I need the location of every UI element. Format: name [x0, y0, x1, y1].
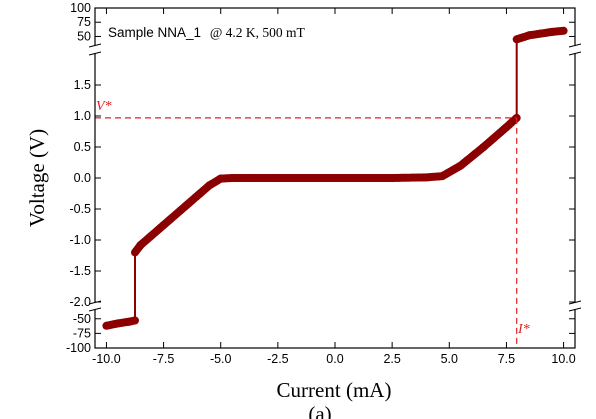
x-tick-label: 10.0: [551, 352, 575, 366]
y-tick-label: 100: [70, 1, 91, 15]
axis-break-mark: [88, 307, 102, 312]
y-tick-label: -2.0: [69, 295, 91, 309]
axis-break-mark: [568, 51, 582, 56]
sample-annotation-name: Sample NNA_1: [108, 25, 201, 40]
x-tick-label: -7.5: [153, 352, 175, 366]
data-point: [131, 316, 139, 325]
y-tick-label: -1.5: [69, 264, 91, 278]
x-tick-label: 5.0: [441, 352, 458, 366]
data-point: [559, 26, 568, 35]
i-star-label: I*: [517, 322, 530, 337]
x-tick-label: -5.0: [210, 352, 232, 366]
x-tick-label: 0.0: [326, 352, 343, 366]
axis-ticks: -10.0 -7.5 -5.0 -2.5 0.0 2.5 5.0 7.5 10.0 5075100…: [66, 1, 576, 366]
v-star-label: V*: [96, 99, 112, 114]
y-tick-label: -50: [73, 312, 91, 326]
x-tick-label: 7.5: [498, 352, 515, 366]
x-axis-label: Current (mA): [277, 378, 392, 402]
y-tick-label: -1.0: [69, 233, 91, 247]
y-tick-label: 1.5: [74, 78, 91, 92]
sample-annotation: Sample NNA_1 @ 4.2 K, 500 mT: [108, 25, 305, 40]
y-tick-label: 0.5: [74, 140, 91, 154]
y-tick-label: -100: [66, 341, 91, 355]
axis-break-gap: [89, 46, 101, 53]
y-tick-label: -0.5: [69, 202, 91, 216]
axis-break-gap: [569, 303, 581, 309]
y-tick-label: -75: [73, 326, 91, 340]
x-tick-label: -10.0: [92, 352, 121, 366]
y-tick-label: 0.0: [74, 171, 91, 185]
x-tick-label: -2.5: [267, 352, 289, 366]
figure-caption: (a): [308, 402, 331, 419]
critical-guides: [95, 117, 518, 348]
axis-break-mark: [568, 43, 582, 48]
y-axis-label: Voltage (V): [25, 129, 49, 227]
data-series: [102, 26, 568, 330]
y-tick-label: 1.0: [74, 109, 91, 123]
y-tick-label: 75: [77, 15, 91, 29]
axis-break-mark: [88, 43, 102, 48]
axis-break-gap: [89, 303, 101, 309]
axis-break-mark: [88, 51, 102, 56]
y-tick-label: 50: [77, 29, 91, 43]
x-tick-label: 2.5: [383, 352, 400, 366]
sample-annotation-conditions: @ 4.2 K, 500 mT: [210, 25, 306, 40]
axis-break-mark: [568, 307, 582, 312]
axis-break-gap: [569, 46, 581, 53]
